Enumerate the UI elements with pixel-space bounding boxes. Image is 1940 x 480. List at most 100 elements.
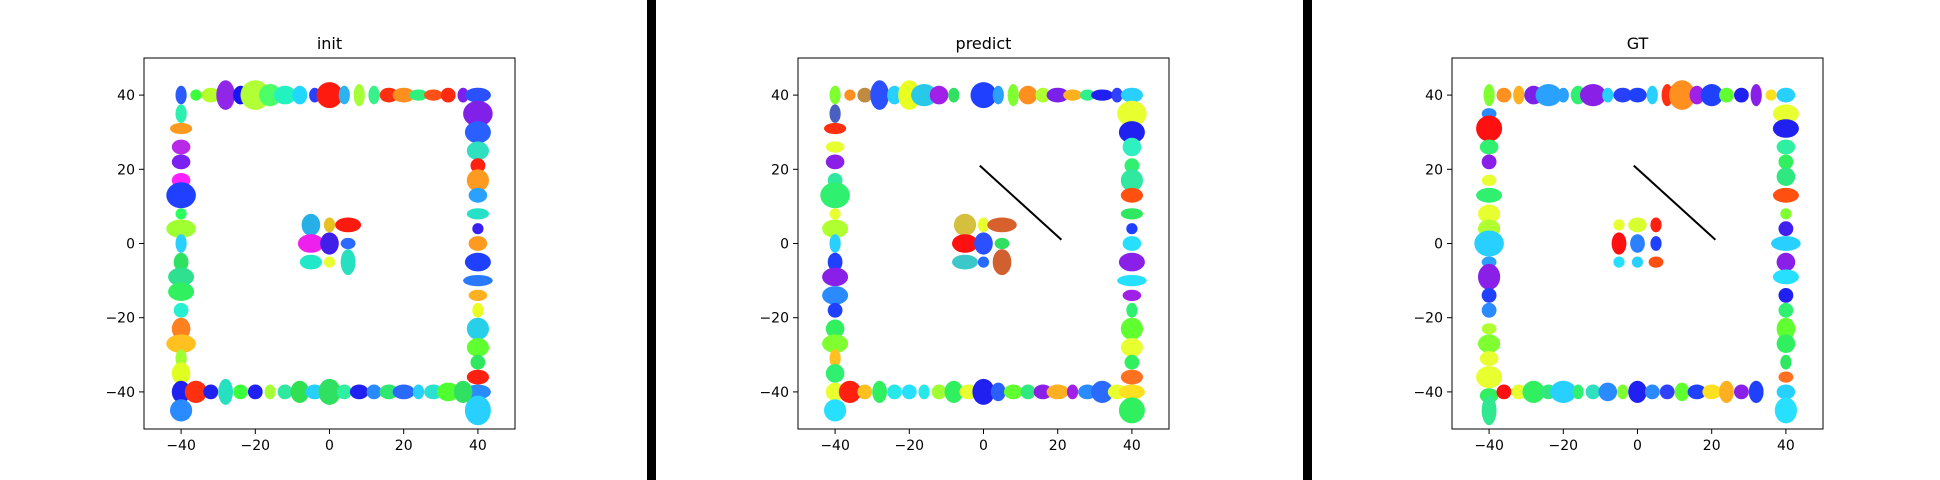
data-point xyxy=(1750,84,1762,107)
x-tick-label: 20 xyxy=(1703,438,1721,454)
data-point xyxy=(273,85,297,105)
data-point xyxy=(1719,87,1734,103)
x-tick-label: −40 xyxy=(166,438,196,454)
data-point xyxy=(1513,85,1525,105)
data-point xyxy=(1479,139,1499,155)
data-point xyxy=(338,85,350,105)
data-point xyxy=(825,382,845,402)
data-point xyxy=(1572,384,1584,400)
cluster-point xyxy=(1631,256,1644,268)
data-point xyxy=(822,219,849,238)
chart-panel-1: init −40 −20 0 20 40 −40 −20 0 20 40 xyxy=(105,34,516,454)
data-point xyxy=(829,85,841,105)
data-point xyxy=(1689,85,1705,105)
cluster-point xyxy=(977,217,990,233)
y-tick-label: 0 xyxy=(780,237,789,253)
data-point xyxy=(1778,371,1794,383)
x-tick-label: 20 xyxy=(1049,438,1067,454)
data-point xyxy=(1120,338,1143,357)
data-point xyxy=(1522,380,1545,403)
data-point xyxy=(1476,115,1503,142)
data-point xyxy=(1585,384,1601,400)
data-point xyxy=(1120,87,1143,103)
cluster-point xyxy=(952,234,978,253)
data-point xyxy=(1476,187,1503,203)
data-point xyxy=(173,302,189,318)
data-point xyxy=(1772,269,1799,285)
chart-panel-3: GT −40 −20 0 20 40 −40 −20 0 20 40 xyxy=(1413,34,1824,454)
data-point xyxy=(1496,384,1512,400)
data-point xyxy=(1617,384,1629,400)
data-point xyxy=(824,399,847,422)
data-point xyxy=(918,384,930,400)
data-point xyxy=(972,378,995,405)
data-point xyxy=(970,82,997,109)
data-point xyxy=(292,85,308,105)
panel-divider-right xyxy=(1303,0,1312,480)
data-point xyxy=(1478,263,1501,290)
data-point xyxy=(827,302,843,318)
data-point xyxy=(1124,158,1140,174)
data-point xyxy=(838,380,862,403)
data-point xyxy=(463,275,493,287)
data-point xyxy=(1003,384,1023,400)
data-point xyxy=(1780,354,1792,370)
data-point xyxy=(1687,384,1707,400)
data-point xyxy=(1474,230,1504,257)
data-point xyxy=(1778,302,1794,318)
data-point xyxy=(336,384,352,400)
data-point xyxy=(366,384,382,400)
data-point xyxy=(1496,87,1512,103)
data-point xyxy=(992,85,1004,105)
data-point xyxy=(1035,87,1051,103)
data-point xyxy=(1080,89,1095,101)
data-point xyxy=(1748,380,1764,403)
data-point xyxy=(1734,87,1749,103)
data-point xyxy=(392,87,415,103)
data-point xyxy=(870,80,889,110)
cluster-point xyxy=(1611,232,1627,255)
data-point xyxy=(1481,323,1497,335)
data-point xyxy=(168,267,195,287)
data-point xyxy=(1598,382,1618,402)
data-point xyxy=(1118,121,1145,144)
data-point xyxy=(872,380,887,403)
data-point xyxy=(170,399,193,422)
data-point xyxy=(392,384,415,400)
data-point xyxy=(175,104,187,123)
data-point xyxy=(290,380,310,403)
cluster-point xyxy=(320,232,339,255)
y-tick-label: −20 xyxy=(105,311,135,327)
data-point xyxy=(472,302,484,318)
data-point xyxy=(203,384,219,400)
cluster-point xyxy=(987,217,1017,233)
chart-title: predict xyxy=(956,34,1012,53)
data-point xyxy=(201,87,221,103)
cluster-point xyxy=(335,217,362,233)
data-point xyxy=(1120,317,1143,340)
data-point xyxy=(1481,174,1497,186)
data-point xyxy=(822,267,849,287)
data-point xyxy=(829,234,841,253)
chart-title: GT xyxy=(1627,34,1649,53)
data-point xyxy=(901,384,917,400)
data-point xyxy=(216,80,235,110)
cluster-point xyxy=(974,232,993,255)
data-point xyxy=(829,349,841,368)
y-tick-label: 40 xyxy=(1425,88,1443,104)
data-point xyxy=(464,87,491,103)
data-point xyxy=(827,252,843,272)
data-point xyxy=(353,84,365,107)
data-point xyxy=(825,154,845,170)
data-point xyxy=(464,252,491,272)
data-point xyxy=(1772,119,1799,138)
data-point xyxy=(1122,289,1142,301)
data-point xyxy=(1659,384,1675,400)
cluster-point xyxy=(1613,219,1625,231)
data-point xyxy=(173,252,189,272)
data-point xyxy=(470,354,486,370)
data-point xyxy=(440,87,456,103)
panel-divider-left xyxy=(647,0,656,480)
cluster-point xyxy=(1630,234,1645,253)
